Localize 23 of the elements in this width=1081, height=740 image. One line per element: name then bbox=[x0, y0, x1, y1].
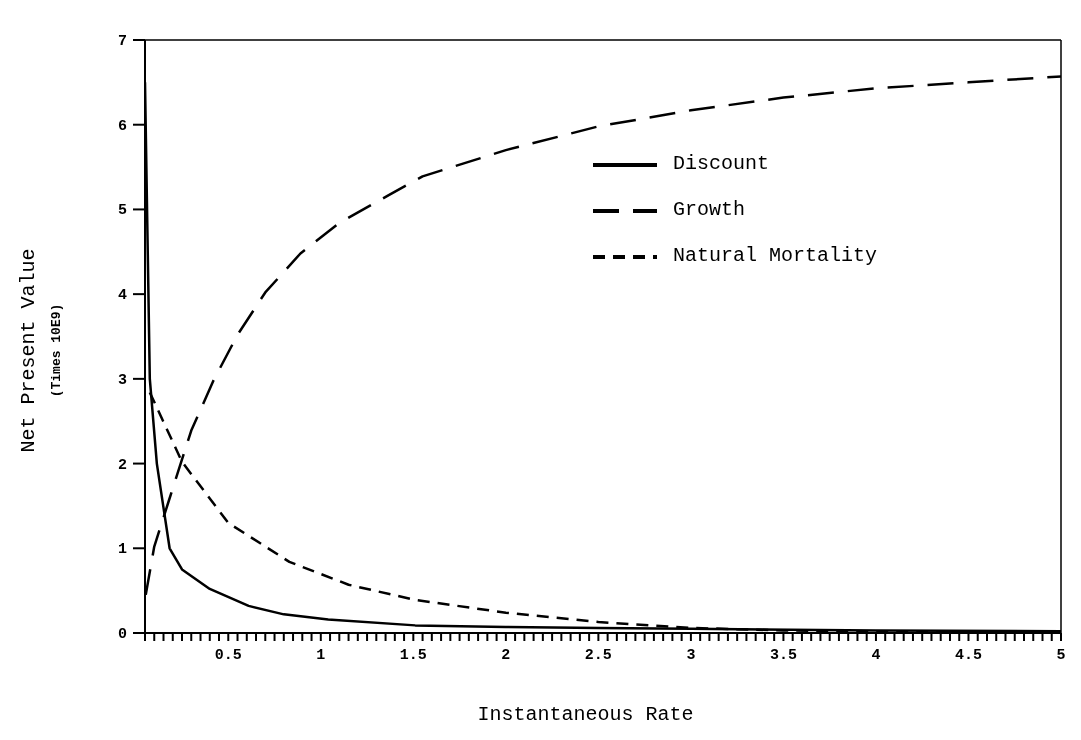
x-tick-label: 1.5 bbox=[399, 647, 427, 664]
y-tick-label: 1 bbox=[117, 541, 127, 559]
y-axis-title: Net Present Value (Times 10E9) bbox=[17, 248, 64, 453]
x-tick-label: 2 bbox=[501, 647, 511, 664]
x-axis-title: Instantaneous Rate bbox=[476, 703, 695, 726]
y-tick-label: 0 bbox=[117, 626, 127, 643]
legend-label: Discount bbox=[673, 151, 770, 175]
legend-label: Natural Mortality bbox=[673, 243, 878, 267]
x-tick-label: 1 bbox=[316, 647, 326, 664]
y-tick-label: 5 bbox=[117, 202, 127, 220]
x-tick-label: 0.5 bbox=[214, 647, 242, 664]
y-tick-label: 3 bbox=[117, 371, 127, 389]
legend-label: Growth bbox=[673, 197, 746, 221]
y-tick-label: 7 bbox=[117, 33, 127, 50]
x-tick-label: 4 bbox=[871, 647, 881, 664]
y-tick-label: 6 bbox=[117, 117, 127, 135]
x-tick-label: 5 bbox=[1056, 647, 1066, 664]
x-tick-label: 3.5 bbox=[769, 647, 797, 664]
x-tick-label: 3 bbox=[686, 647, 696, 664]
y-tick-label: 4 bbox=[117, 287, 127, 305]
x-tick-label: 4.5 bbox=[954, 647, 982, 664]
y-tick-label: 2 bbox=[117, 456, 127, 474]
x-tick-label: 2.5 bbox=[584, 647, 612, 664]
